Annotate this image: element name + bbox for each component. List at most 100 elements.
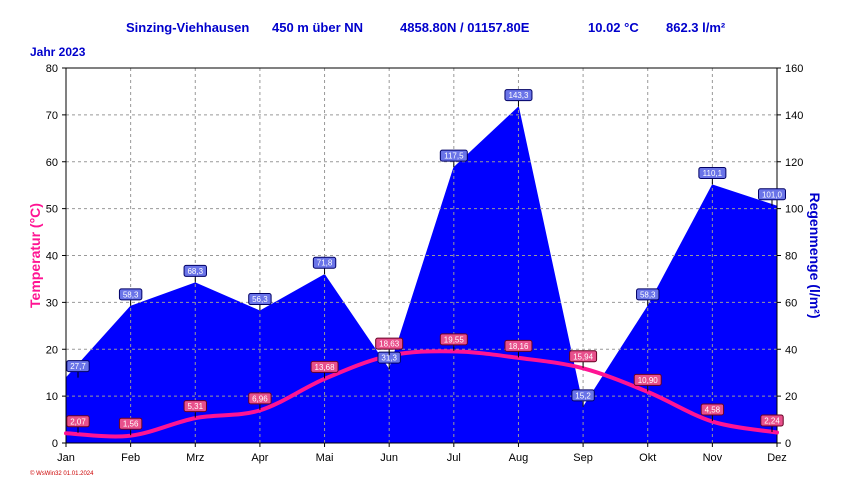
temperature-label-text: 10,90: [638, 376, 659, 385]
temperature-label-text: 1,56: [123, 420, 139, 429]
rain-label: 15,2: [571, 389, 595, 407]
temperature-label: 15,94: [569, 350, 598, 368]
temperature-label: 5,31: [183, 400, 207, 418]
right-tick-label: 80: [785, 251, 797, 263]
x-tick-label: Okt: [639, 452, 656, 464]
temperature-label: 10,90: [633, 373, 662, 392]
rain-label: 27,7: [66, 360, 90, 378]
x-tick-label: Nov: [703, 452, 723, 464]
station-name: Sinzing-Viehhausen: [126, 20, 250, 35]
left-tick-label: 10: [46, 391, 58, 403]
rain-label-text: 58,3: [640, 290, 656, 299]
footer-credit: © WsWin32 01.01.2024: [30, 471, 94, 477]
grid-lines: [66, 68, 777, 443]
x-tick-label: Feb: [121, 452, 140, 464]
rain-label-box: [183, 264, 207, 277]
temperature-label: 6,96: [248, 392, 272, 410]
x-tick-label: Jan: [57, 452, 75, 464]
temperature-label-box: [700, 403, 725, 416]
rain-label: 56,3: [248, 293, 272, 311]
rain-area: [65, 106, 778, 444]
temperature-label-box: [439, 333, 468, 346]
rain-label-text: 15,2: [575, 391, 591, 400]
temperature-label: 2,07: [66, 415, 90, 433]
rain-label-box: [571, 389, 595, 402]
right-tick-label: 40: [785, 344, 797, 356]
rain-label-box: [698, 166, 727, 179]
rain-label-box: [439, 149, 468, 162]
right-tick-label: 20: [785, 391, 797, 403]
right-tick-label: 60: [785, 297, 797, 309]
left-tick-label: 60: [46, 157, 58, 169]
right-tick-label: 0: [785, 438, 791, 450]
rain-label: 101,0: [758, 188, 786, 206]
coordinates: 4858.80N / 01157.80E: [400, 20, 530, 35]
rain-label-text: 71,8: [317, 259, 333, 268]
temperature-label-box: [504, 339, 533, 352]
x-tick-label: Aug: [509, 452, 529, 464]
rain-label-box: [504, 89, 533, 102]
rain-label-text: 117,5: [444, 152, 464, 161]
temperature-label: 1,56: [118, 417, 143, 436]
x-tick-label: Sep: [573, 452, 593, 464]
rain-label-text: 27,7: [70, 362, 86, 371]
temperature-label: 13,68: [310, 360, 339, 379]
x-tick-label: Apr: [251, 452, 268, 464]
right-tick-label: 120: [785, 157, 803, 169]
temperature-label: 4,58: [700, 403, 725, 422]
temperature-label-box: [569, 350, 598, 363]
rain-label: 117,5: [439, 149, 468, 168]
rain-label-text: 58,3: [123, 290, 139, 299]
x-tick-label: Jul: [447, 452, 461, 464]
x-tick-label: Dez: [767, 452, 787, 464]
rain-label: 71,8: [312, 256, 337, 275]
temperature-label-box: [633, 373, 662, 386]
left-tick-label: 50: [46, 204, 58, 216]
rain-label: 143,3: [504, 89, 533, 107]
right-tick-label: 140: [785, 110, 803, 122]
left-axis-title: Temperatur (°C): [27, 203, 43, 308]
rain-label-box: [758, 188, 786, 201]
temperature-label-text: 2,07: [70, 417, 86, 426]
rain-label: 58,3: [636, 288, 660, 306]
rain-label-text: 68,3: [187, 267, 203, 276]
right-tick-label: 160: [785, 63, 803, 75]
mean-temperature: 10.02 °C: [588, 20, 639, 35]
rain-label: 110,1: [698, 166, 727, 185]
rain-label-box: [636, 288, 660, 301]
temperature-label-text: 19,55: [444, 335, 465, 344]
temperature-label-text: 18,63: [379, 340, 400, 349]
rain-label-box: [248, 293, 272, 306]
left-tick-label: 0: [52, 438, 58, 450]
total-rainfall: 862.3 l/m²: [666, 20, 726, 35]
right-axis-title: Regenmenge (l/m²): [807, 192, 823, 318]
altitude: 450 m über NN: [272, 20, 364, 35]
temperature-label-text: 2,24: [764, 417, 780, 426]
year-label: Jahr 2023: [30, 45, 86, 59]
left-tick-label: 30: [46, 297, 58, 309]
temperature-label-box: [183, 400, 207, 413]
rain-label-text: 56,3: [252, 295, 268, 304]
rain-label-text: 143,3: [508, 91, 529, 100]
temperature-label-box: [310, 360, 339, 373]
temperature-label-text: 13,68: [315, 363, 336, 372]
temperature-label-text: 4,58: [705, 406, 721, 415]
temperature-label-text: 18,16: [508, 342, 529, 351]
left-tick-label: 40: [46, 251, 58, 263]
temperature-label-box: [375, 337, 404, 350]
temperature-label: 18,63: [375, 337, 404, 356]
left-tick-label: 80: [46, 63, 58, 75]
temperature-label-box: [248, 392, 272, 405]
rain-label-box: [66, 360, 90, 373]
x-tick-label: Mai: [316, 452, 334, 464]
temperature-label-text: 6,96: [252, 394, 268, 403]
temperature-label: 2,24: [760, 414, 784, 432]
left-tick-label: 70: [46, 110, 58, 122]
rain-label-text: 101,0: [762, 190, 783, 199]
temperature-label: 18,16: [504, 339, 533, 358]
temperature-label-box: [760, 414, 784, 427]
temperature-label: 19,55: [439, 333, 468, 351]
rain-label-box: [118, 288, 143, 301]
rain-label: 68,3: [183, 264, 207, 283]
